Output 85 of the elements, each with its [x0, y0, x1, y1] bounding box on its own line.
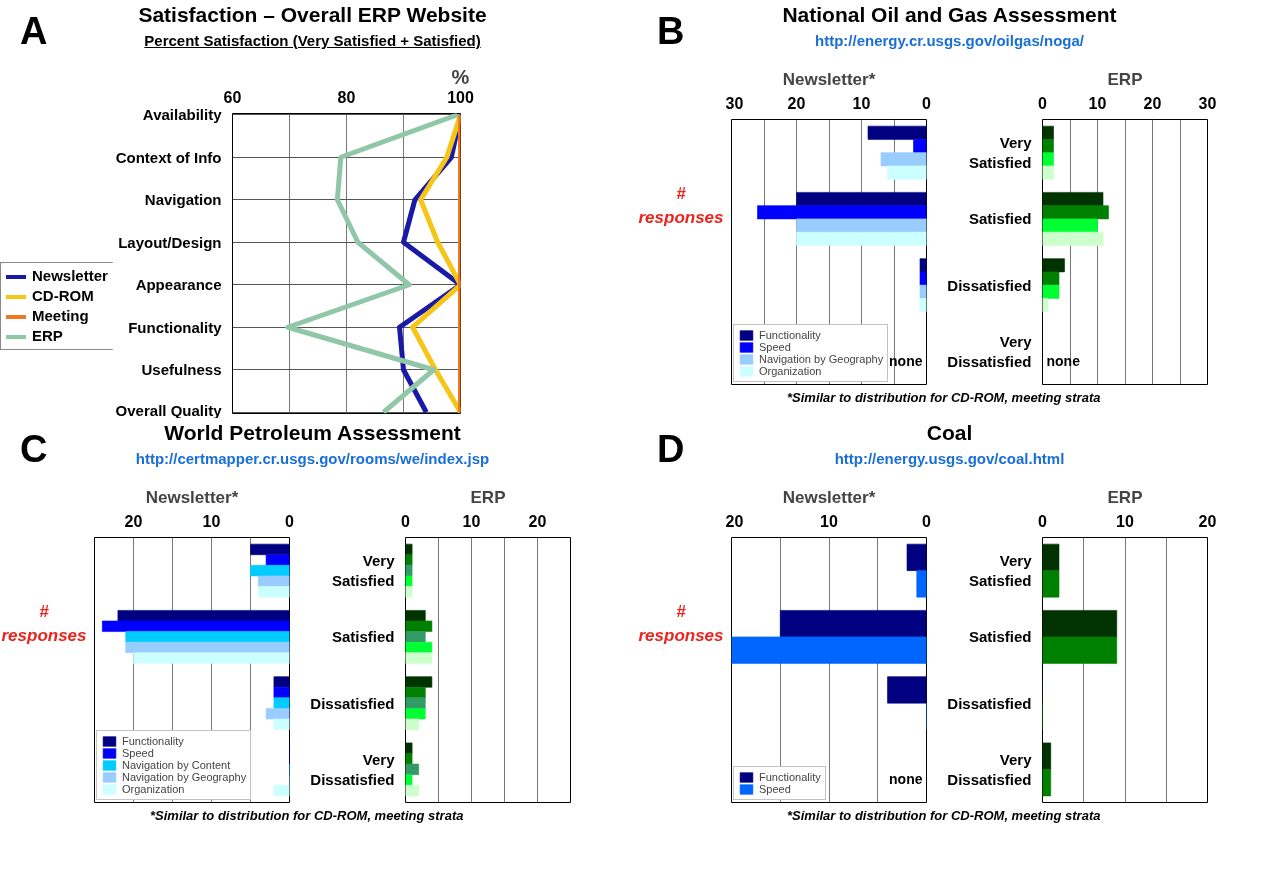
x-tick-label: 30 [1198, 94, 1217, 112]
chart-subtitle: Percent Satisfaction (Very Satisfied + Satisfied) [144, 32, 481, 49]
x-tick-label: 20 [528, 512, 547, 530]
text: D [657, 427, 685, 472]
x-tick-label: 60 [223, 88, 242, 106]
y-tick-label: Very Dissatisfied [947, 750, 1033, 789]
text: # responses [637, 183, 725, 230]
x-tick-label: 20 [1143, 94, 1162, 112]
y-tick-label: Very Dissatisfied [310, 750, 396, 789]
chart-title: ERP [1107, 69, 1143, 89]
text: C [20, 427, 48, 472]
x-tick-label: 0 [401, 512, 411, 530]
text: World Petroleum Assessment [164, 421, 461, 444]
y-tick-label: Satisfied [968, 210, 1032, 228]
x-tick-label: 0 [922, 512, 932, 530]
legend-label: Speed [759, 783, 791, 795]
y-tick-label: Very Satisfied [968, 133, 1033, 172]
legend-label: Organization [122, 783, 185, 795]
text: B [657, 9, 685, 54]
text: *Similar to distribution for CD-ROM, meeting strata [149, 807, 464, 825]
text: http://energy.usgs.gov/coal.html [834, 450, 1065, 467]
y-tick-label: Appearance [135, 276, 222, 294]
legend-label: Navigation by Content [122, 759, 231, 771]
legend-label: Functionality [759, 329, 821, 341]
text: # responses [0, 601, 88, 648]
x-tick-label: 20 [1198, 512, 1217, 530]
annotation: none [889, 353, 923, 370]
x-tick-label: 20 [725, 512, 744, 530]
legend-label: CD-ROM [31, 286, 95, 306]
y-tick-label: Usefulness [141, 361, 222, 379]
y-tick-label: Very Satisfied [331, 551, 396, 590]
y-tick-label: Overall Quality [115, 401, 223, 419]
text: *Similar to distribution for CD-ROM, meeting strata [786, 389, 1101, 407]
annotation: none [889, 771, 923, 788]
annotation: none [1046, 353, 1081, 370]
legend-label: Navigation by Geography [122, 771, 247, 783]
chart-title: Newsletter* [782, 487, 876, 507]
x-tick-label: 10 [820, 512, 838, 530]
x-tick-label: 0 [1038, 512, 1048, 530]
text: % [451, 65, 470, 88]
y-tick-label: Satisfied [968, 628, 1032, 646]
x-tick-label: 10 [202, 512, 221, 530]
y-tick-label: Context of Info [115, 148, 222, 166]
chart-title: ERP [470, 487, 506, 507]
y-tick-label: Very Dissatisfied [947, 332, 1033, 371]
x-tick-label: 0 [922, 94, 932, 112]
legend-label: Speed [759, 341, 791, 353]
y-tick-label: Navigation [144, 191, 222, 209]
y-tick-label: Dissatisfied [947, 276, 1032, 294]
y-tick-label: Functionality [128, 318, 223, 336]
y-tick-label: Layout/Design [118, 233, 222, 251]
legend-label: Newsletter [31, 266, 108, 286]
x-tick-label: 30 [725, 94, 744, 112]
legend-label: ERP [31, 326, 64, 346]
legend-label: Functionality [759, 771, 821, 783]
chart-title: Satisfaction – Overall ERP Website [138, 3, 487, 26]
x-tick-label: 0 [285, 512, 295, 530]
text: *Similar to distribution for CD-ROM, meeting strata [786, 807, 1101, 825]
text: http://certmapper.cr.usgs.gov/rooms/we/index.jsp [135, 450, 490, 467]
legend-label: Organization [759, 365, 822, 377]
y-tick-label: Very Satisfied [968, 551, 1033, 590]
text: Coal [926, 421, 973, 444]
x-tick-label: 10 [462, 512, 481, 530]
text: A [20, 9, 48, 54]
x-tick-label: 10 [1116, 512, 1134, 530]
legend-label: Meeting [31, 306, 90, 326]
chart-title: Newsletter* [782, 69, 876, 89]
x-tick-label: 20 [787, 94, 806, 112]
text: # responses [637, 601, 725, 648]
x-tick-label: 10 [1088, 94, 1107, 112]
x-tick-label: 100 [447, 88, 474, 106]
chart-title: Newsletter* [145, 487, 239, 507]
y-tick-label: Availability [142, 106, 223, 124]
legend-label: Navigation by Geography [759, 353, 884, 365]
y-tick-label: Dissatisfied [947, 694, 1032, 712]
x-tick-label: 0 [1038, 94, 1048, 112]
x-tick-label: 10 [852, 94, 871, 112]
x-tick-label: 20 [124, 512, 143, 530]
text: http://energy.cr.usgs.gov/oilgas/noga/ [815, 32, 1084, 49]
legend-label: Speed [122, 747, 154, 759]
text: National Oil and Gas Assessment [782, 3, 1117, 26]
x-tick-label: 80 [337, 88, 356, 106]
y-tick-label: Satisfied [331, 628, 395, 646]
chart-title: ERP [1107, 487, 1143, 507]
y-tick-label: Dissatisfied [310, 694, 395, 712]
